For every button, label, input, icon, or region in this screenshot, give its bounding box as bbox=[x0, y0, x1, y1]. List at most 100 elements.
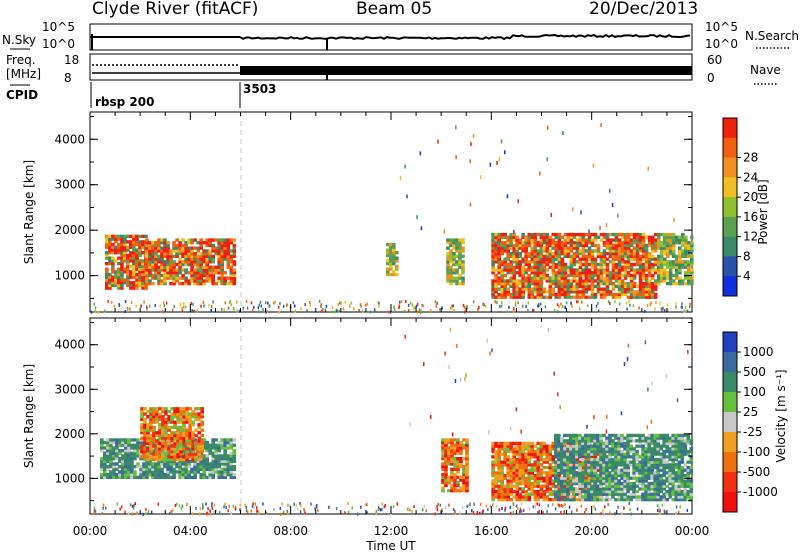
data-cell bbox=[208, 254, 212, 258]
data-cell bbox=[124, 470, 128, 474]
data-cell bbox=[184, 462, 188, 466]
data-cell bbox=[127, 457, 131, 461]
data-cell bbox=[662, 465, 666, 470]
data-cell bbox=[509, 271, 513, 275]
data-cell bbox=[223, 243, 227, 248]
data-cell bbox=[554, 241, 559, 245]
data-cell bbox=[167, 415, 171, 419]
data-cell bbox=[584, 455, 588, 459]
data-cell bbox=[509, 254, 513, 258]
data-cell bbox=[611, 273, 616, 278]
data-cell bbox=[562, 131, 564, 136]
data-cell bbox=[459, 462, 463, 466]
data-cell bbox=[539, 243, 544, 248]
data-cell bbox=[512, 257, 516, 261]
data-cell bbox=[593, 498, 597, 502]
data-cell bbox=[626, 287, 631, 291]
data-cell bbox=[596, 473, 600, 478]
data-cell bbox=[149, 407, 153, 411]
data-cell bbox=[170, 436, 174, 440]
data-cell bbox=[557, 273, 562, 278]
data-cell bbox=[129, 283, 133, 288]
data-cell bbox=[667, 308, 669, 312]
data-cell bbox=[581, 290, 586, 294]
data-cell bbox=[509, 292, 513, 297]
data-cell bbox=[533, 232, 538, 237]
data-cell bbox=[563, 238, 568, 242]
data-cell bbox=[653, 463, 657, 467]
data-cell bbox=[605, 465, 609, 470]
data-cell bbox=[548, 468, 553, 472]
data-cell bbox=[653, 498, 657, 502]
data-cell bbox=[518, 463, 522, 467]
data-cell bbox=[684, 260, 688, 264]
data-cell bbox=[554, 262, 559, 267]
data-cell bbox=[199, 459, 203, 463]
data-cell bbox=[560, 284, 565, 288]
data-cell bbox=[172, 273, 176, 278]
data-cell bbox=[184, 257, 188, 261]
data-cell bbox=[611, 252, 616, 256]
data-cell bbox=[103, 309, 106, 313]
beam-label: Beam 05 bbox=[356, 0, 433, 19]
data-cell bbox=[509, 484, 513, 488]
data-cell bbox=[123, 259, 127, 263]
data-cell bbox=[226, 260, 231, 264]
data-cell bbox=[641, 484, 645, 488]
data-cell bbox=[560, 489, 564, 494]
data-cell bbox=[641, 487, 645, 491]
data-cell bbox=[503, 495, 507, 499]
data-cell bbox=[557, 232, 562, 237]
data-cell bbox=[515, 465, 519, 470]
data-cell bbox=[644, 282, 649, 286]
data-cell bbox=[108, 283, 112, 288]
data-cell bbox=[157, 470, 161, 474]
data-cell bbox=[141, 278, 145, 282]
data-cell bbox=[146, 428, 150, 432]
data-cell bbox=[217, 265, 221, 269]
data-cell bbox=[176, 449, 180, 454]
data-cell bbox=[587, 447, 591, 451]
data-cell bbox=[389, 242, 393, 247]
data-cell bbox=[671, 492, 675, 496]
data-cell bbox=[678, 276, 682, 280]
data-cell bbox=[524, 249, 528, 253]
data-cell bbox=[539, 290, 544, 294]
data-cell bbox=[154, 241, 158, 245]
data-cell bbox=[491, 468, 495, 472]
data-cell bbox=[194, 457, 198, 462]
data-cell bbox=[684, 271, 688, 275]
data-cell bbox=[566, 273, 571, 278]
data-cell bbox=[647, 495, 651, 499]
data-cell bbox=[581, 495, 585, 499]
data-cell bbox=[662, 249, 667, 253]
data-cell bbox=[199, 473, 203, 477]
data-cell bbox=[132, 234, 136, 238]
data-cell bbox=[118, 449, 122, 453]
data-cell bbox=[560, 444, 564, 448]
data-cell bbox=[581, 238, 586, 242]
data-cell bbox=[199, 467, 203, 471]
data-cell bbox=[497, 463, 501, 467]
nsky-trace bbox=[239, 33, 691, 41]
data-cell bbox=[389, 251, 393, 255]
data-cell bbox=[106, 465, 110, 469]
data-cell bbox=[220, 276, 224, 280]
data-cell bbox=[581, 249, 586, 253]
data-cell bbox=[575, 433, 579, 438]
data-cell bbox=[146, 431, 150, 435]
data-cell bbox=[446, 265, 450, 269]
data-cell bbox=[599, 476, 603, 480]
data-cell bbox=[178, 252, 182, 256]
data-cell bbox=[191, 423, 195, 427]
data-cell bbox=[450, 462, 454, 466]
data-cell bbox=[602, 282, 607, 286]
data-cell bbox=[145, 246, 149, 250]
data-cell bbox=[554, 257, 559, 261]
data-cell bbox=[566, 481, 570, 486]
data-cell bbox=[202, 249, 206, 253]
data-cell bbox=[194, 455, 198, 459]
data-cell bbox=[620, 492, 624, 496]
data-cell bbox=[202, 443, 206, 447]
data-cell bbox=[629, 241, 634, 245]
